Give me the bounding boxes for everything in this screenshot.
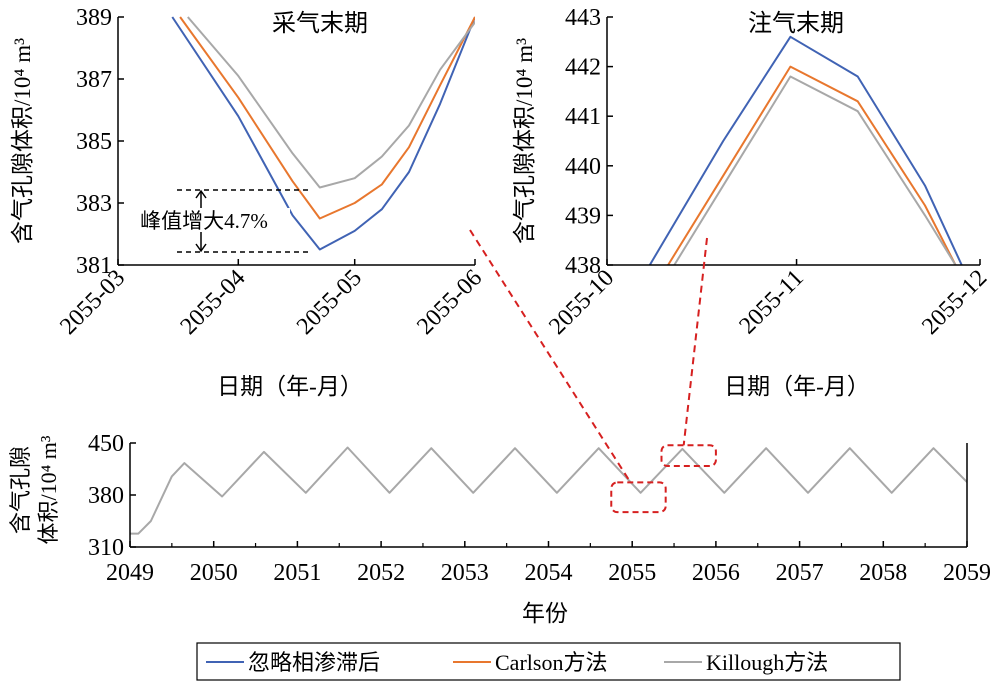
annotation-arrowhead-down xyxy=(195,243,207,253)
main-ylabel-line2: 体积/10⁴ m³ xyxy=(36,435,61,544)
inset-right-xlabel: 日期（年-月） xyxy=(724,374,870,399)
legend-label-3: Killough方法 xyxy=(706,650,828,675)
main-xlabel: 年份 xyxy=(522,601,568,626)
main-xtick-label-1: 2050 xyxy=(190,560,238,586)
legend-box xyxy=(196,642,901,681)
main-xtick-label-0: 2049 xyxy=(106,560,154,586)
main-xtick-label-6: 2055 xyxy=(608,560,656,586)
inset-left-ytick-label-4: 389 xyxy=(76,5,112,31)
inset-right-ytick-label-1: 439 xyxy=(565,203,601,229)
inset-left-title: 采气末期 xyxy=(272,10,368,37)
main-xtick-label-10: 2059 xyxy=(943,560,991,586)
legend-label-1: 忽略相渗滞后 xyxy=(248,650,380,675)
inset-left-ytick-label-2: 385 xyxy=(76,129,112,155)
inset-left-ytick-label-1: 383 xyxy=(76,191,112,217)
main-xtick-label-7: 2056 xyxy=(692,560,740,586)
inset-left-xlabel: 日期（年-月） xyxy=(217,374,363,399)
inset-right-ytick-label-0: 438 xyxy=(565,253,601,279)
inset-right-series-line-1 xyxy=(648,35,963,265)
inset-right-title: 注气末期 xyxy=(748,10,844,37)
legend-label-2: Carlson方法 xyxy=(495,650,607,675)
annotation-arrowhead-up xyxy=(195,189,207,199)
inset-left-xtick-label-1: 2055-04 xyxy=(176,265,251,340)
zoom-box-1 xyxy=(610,481,667,514)
legend: 忽略相渗滞后 Carlson方法 Killough方法 xyxy=(196,642,901,681)
main-ytick-label-0: 310 xyxy=(88,535,124,561)
inset-right-ylabel: 含气孔隙体积/10⁴ m³ xyxy=(512,38,537,244)
main-chart: 310 380 450 2049 2050 2051 2052 2053 2054 2055 205… xyxy=(8,431,991,626)
zoom-box-2 xyxy=(660,444,717,468)
main-xtick-label-4: 2053 xyxy=(441,560,489,586)
inset-left-series-line-1 xyxy=(171,16,475,251)
main-xtick-label-9: 2058 xyxy=(859,560,907,586)
inset-right-xtick-label-1: 2055-11 xyxy=(734,265,808,339)
main-xtick-label-8: 2057 xyxy=(776,560,824,586)
inset-left-series-line-2 xyxy=(179,16,475,220)
main-xtick-label-5: 2054 xyxy=(525,560,573,586)
main-ytick-label-2: 450 xyxy=(88,431,124,457)
main-xtick-label-2: 2051 xyxy=(273,560,321,586)
inset-right-xtick-label-2: 2055-12 xyxy=(917,265,992,340)
main-xtick-label-3: 2052 xyxy=(357,560,405,586)
inset-left-xtick-label-3: 2055-06 xyxy=(412,265,487,340)
connector-right xyxy=(682,237,708,446)
inset-right-ytick-label-2: 440 xyxy=(565,154,601,180)
inset-right-ytick-label-4: 442 xyxy=(565,55,601,81)
inset-right-ytick-label-3: 441 xyxy=(565,104,601,130)
inset-left-annotation: 峰值增大4.7% xyxy=(118,189,312,253)
inset-left-ytick-label-0: 381 xyxy=(76,253,112,279)
main-ylabel-line1: 含气孔隙 xyxy=(8,446,33,534)
inset-right-series-line-3 xyxy=(673,75,957,265)
inset-right-series-line-2 xyxy=(667,65,957,265)
inset-left-series-line-3 xyxy=(187,16,475,189)
inset-left-ylabel: 含气孔隙体积/10⁴ m³ xyxy=(10,38,35,244)
main-ytick-label-1: 380 xyxy=(88,483,124,509)
inset-right-ytick-label-5: 443 xyxy=(565,5,601,31)
inset-left-ytick-label-3: 387 xyxy=(76,67,112,93)
inset-left-xtick-label-2: 2055-05 xyxy=(292,265,367,340)
annotation-text: 峰值增大4.7% xyxy=(140,209,268,233)
zoom-connectors xyxy=(469,229,708,483)
main-series-line-1 xyxy=(130,446,967,535)
connector-left xyxy=(469,229,632,483)
